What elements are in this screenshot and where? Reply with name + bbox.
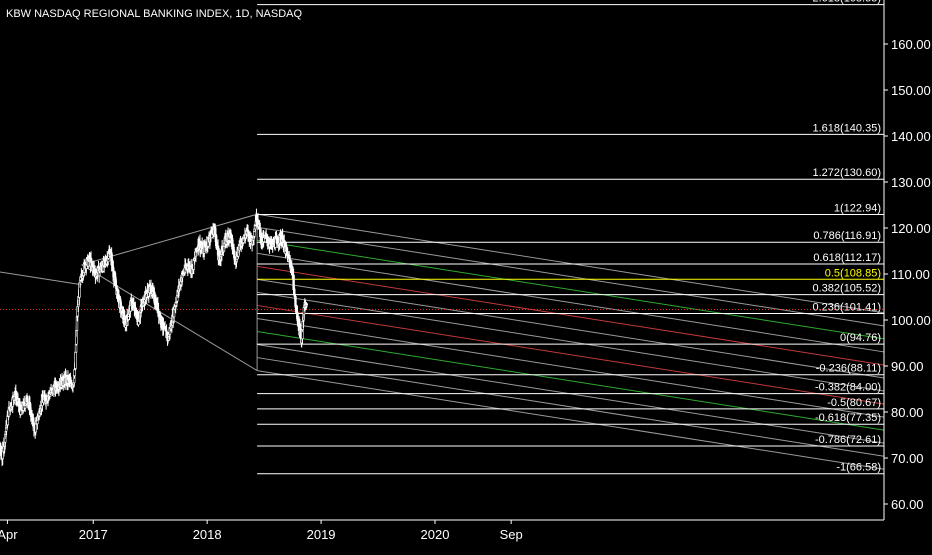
fib-level-label: 1(122.94) bbox=[834, 202, 881, 214]
pitchfork-handle-bottom bbox=[82, 265, 257, 371]
x-tick-label: 2020 bbox=[421, 527, 450, 542]
pitchfork-line bbox=[257, 240, 884, 339]
candle-body bbox=[35, 424, 37, 432]
fib-level-label: 1.272(130.60) bbox=[813, 167, 882, 179]
pitchfork-line bbox=[257, 358, 884, 457]
candle-body bbox=[214, 228, 216, 234]
y-tick-label: 80.00 bbox=[891, 405, 924, 420]
y-tick-label: 160.00 bbox=[891, 37, 931, 52]
y-tick-label: 130.00 bbox=[891, 175, 931, 190]
x-tick-label: 2019 bbox=[307, 527, 336, 542]
y-tick-label: 110.00 bbox=[891, 267, 930, 282]
fib-level-label: 0.618(112.17) bbox=[813, 252, 881, 264]
pitchfork-line bbox=[257, 305, 884, 404]
fib-level-label: 0.236(101.41) bbox=[813, 302, 882, 314]
fib-level-label: -0.618(77.35) bbox=[815, 412, 881, 424]
candle-body bbox=[75, 352, 77, 368]
chart-title: KBW NASDAQ REGIONAL BANKING INDEX, 1D, N… bbox=[6, 8, 302, 20]
candle-body bbox=[306, 304, 308, 305]
y-tick-label: 120.00 bbox=[891, 221, 931, 236]
fib-level-label: 0.382(105.52) bbox=[813, 283, 882, 295]
fib-level-label: -0.382(84.00) bbox=[815, 382, 881, 394]
x-tick-label: 2018 bbox=[193, 527, 222, 542]
fib-level-label: 0(94.76) bbox=[840, 332, 881, 344]
fib-level-label: -0.5(80.67) bbox=[827, 397, 881, 409]
pitchfork-line bbox=[257, 318, 884, 417]
y-tick-label: 140.00 bbox=[891, 129, 931, 144]
fib-level-label: 0.5(108.85) bbox=[825, 267, 881, 279]
pitchfork-line bbox=[257, 253, 884, 352]
pitchfork-line bbox=[257, 371, 884, 470]
fib-level-label: -1(66.58) bbox=[836, 462, 881, 474]
y-tick-label: 60.00 bbox=[891, 497, 924, 512]
pitchfork-lower-channel bbox=[0, 272, 82, 285]
y-tick-label: 100.00 bbox=[891, 313, 931, 328]
fib-level-label: 1.618(140.35) bbox=[813, 122, 882, 134]
x-tick-label: Apr bbox=[0, 527, 18, 542]
pitchfork-line bbox=[257, 266, 884, 365]
fib-level-label: 0.786(116.91) bbox=[813, 230, 881, 242]
x-tick-label: Sep bbox=[500, 527, 523, 542]
fib-level-label: -0.786(72.61) bbox=[815, 434, 881, 446]
fib-level-label: 2.618(168.55) bbox=[813, 0, 882, 5]
fib-level-label: -0.236(88.11) bbox=[816, 363, 881, 375]
pitchfork-line bbox=[257, 292, 884, 391]
x-tick-label: 2017 bbox=[79, 527, 108, 542]
y-tick-label: 70.00 bbox=[891, 451, 924, 466]
candle-body bbox=[36, 421, 38, 424]
y-tick-label: 150.00 bbox=[891, 83, 931, 98]
candle-body bbox=[259, 223, 261, 228]
candle-body bbox=[157, 303, 159, 312]
y-tick-label: 90.00 bbox=[891, 359, 924, 374]
pitchfork-line bbox=[257, 332, 884, 431]
